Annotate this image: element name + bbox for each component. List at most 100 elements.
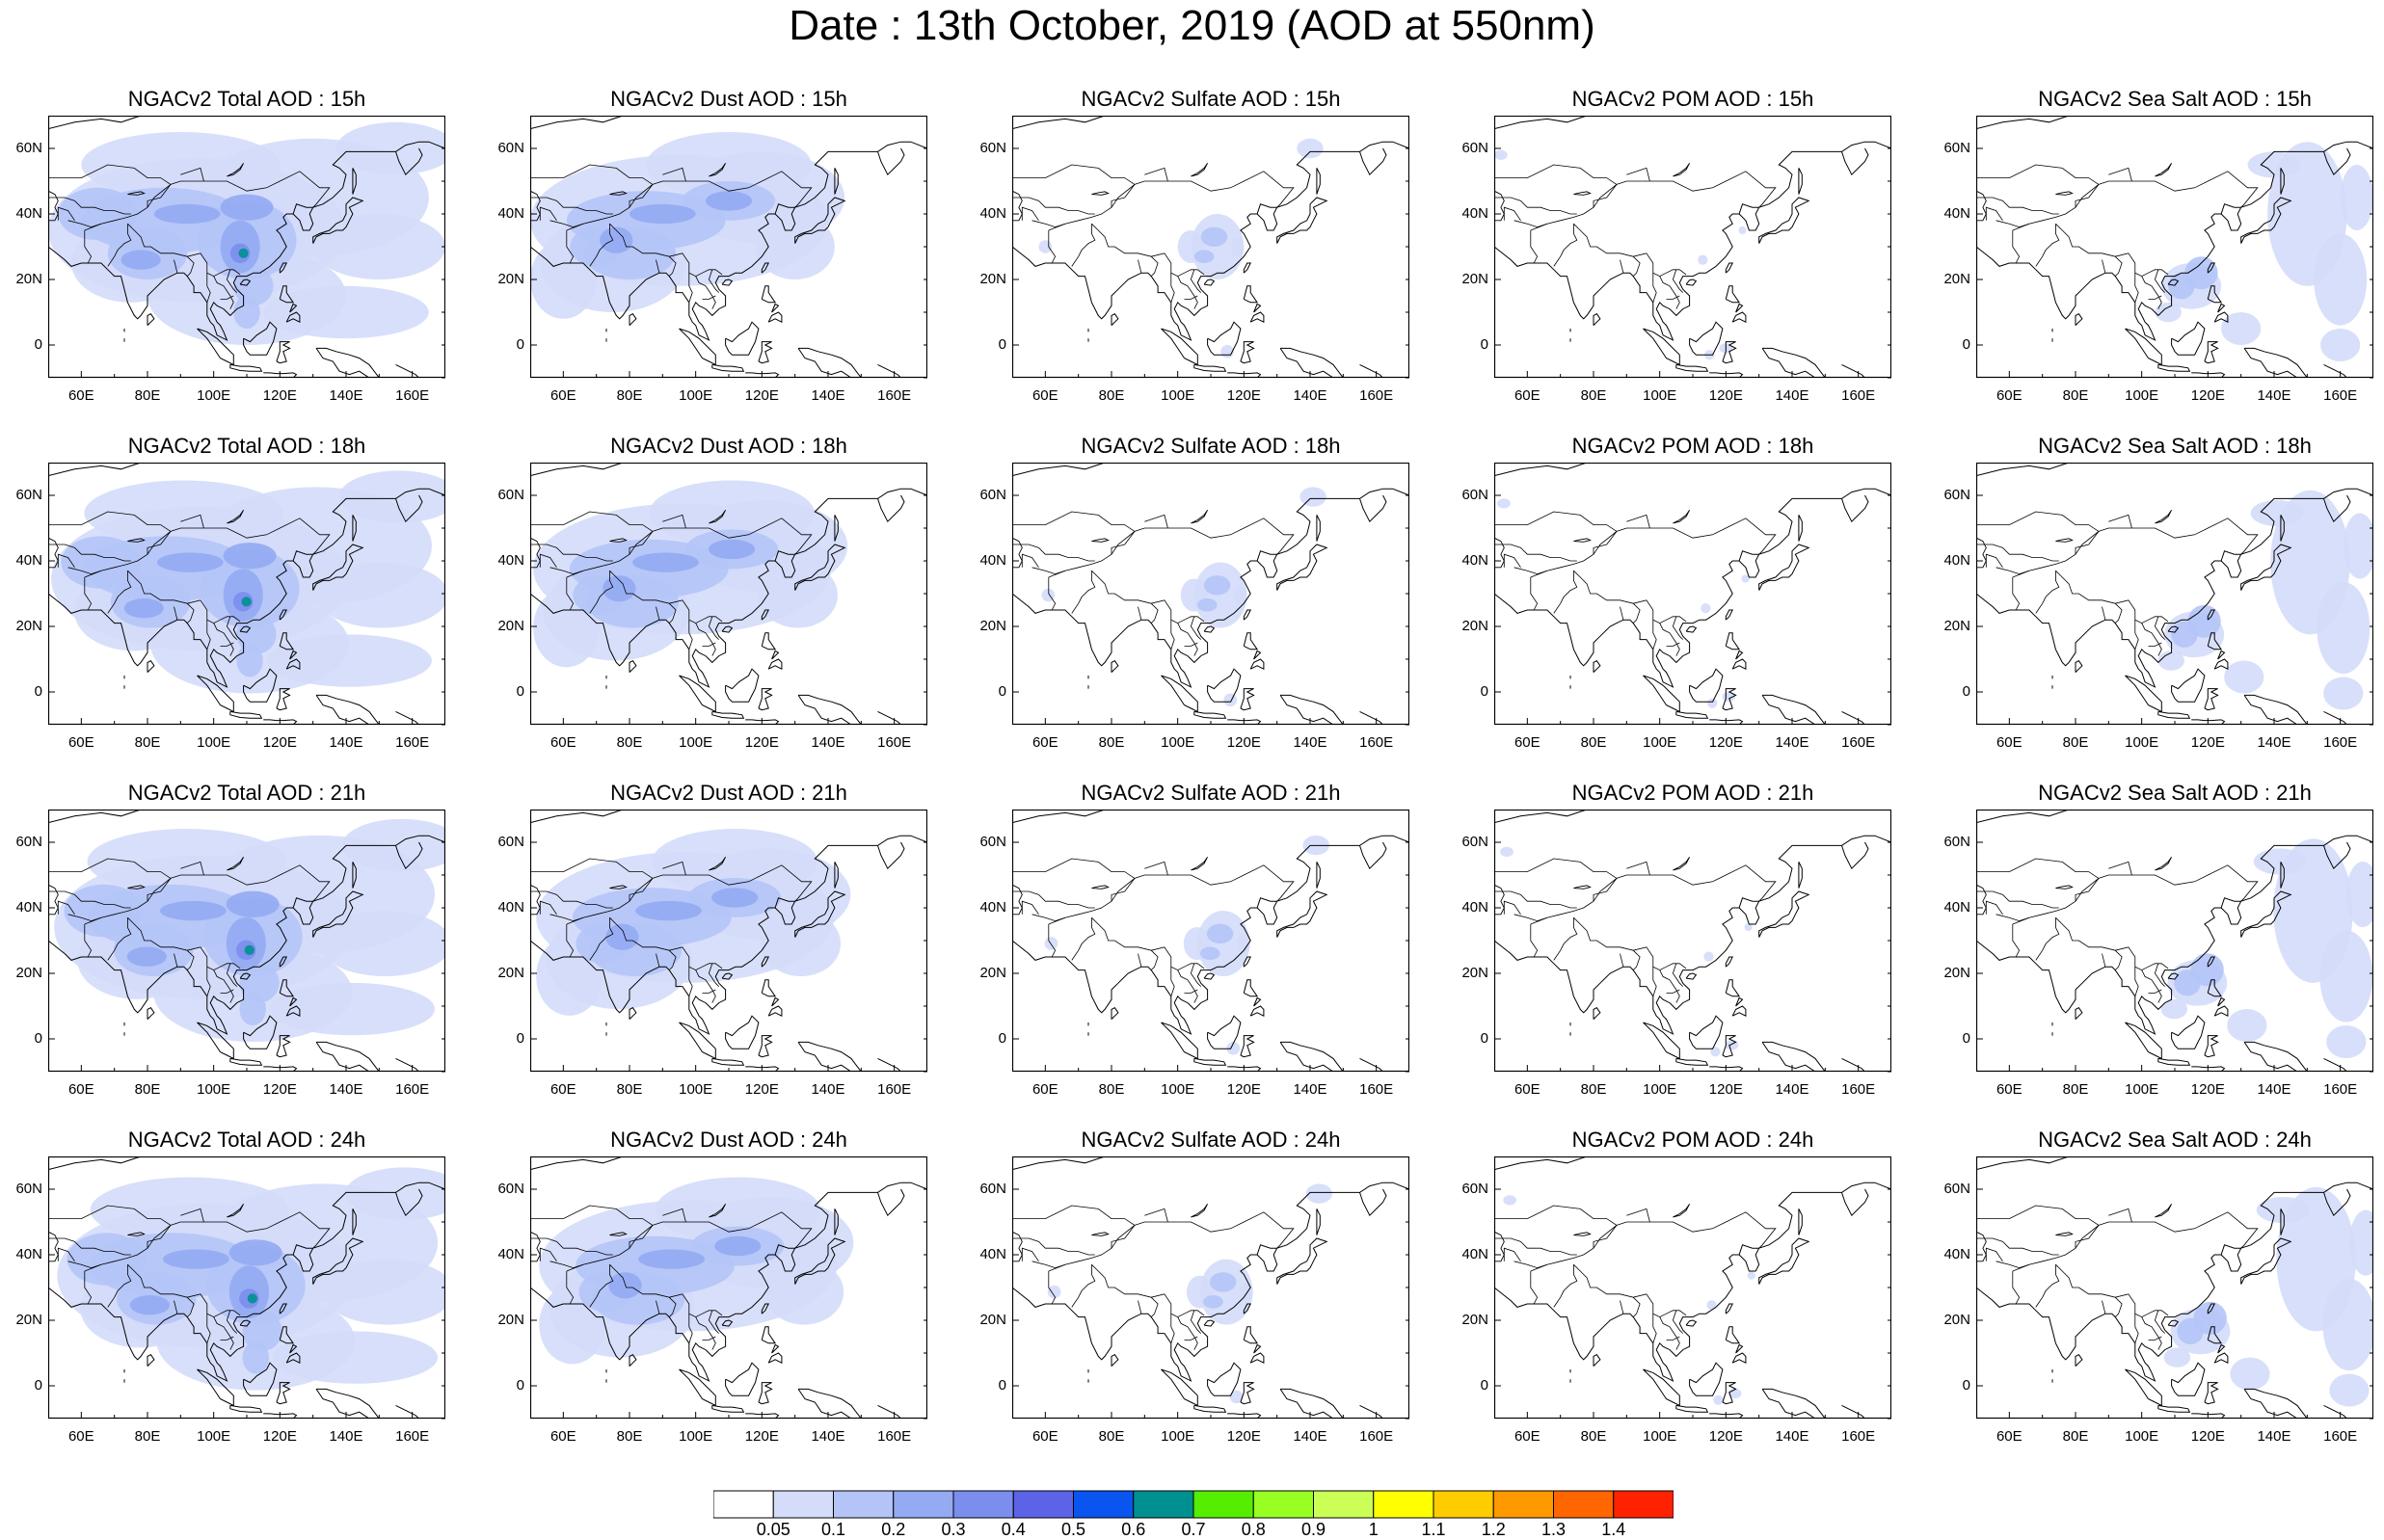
coastline — [794, 890, 846, 938]
country-border — [1031, 914, 1066, 922]
coastline — [239, 972, 252, 980]
lon-label: 80E — [1098, 734, 1125, 751]
lon-label: 120E — [262, 1081, 297, 1098]
country-border — [1632, 602, 1641, 624]
country-border — [1048, 518, 1295, 578]
map-panel: NGACv2 POM AOD : 18h 60N 40N 20N 0 60E 80E 100E… — [1446, 434, 1928, 781]
coastline — [1761, 694, 1826, 725]
aod-region — [1497, 498, 1511, 509]
lat-label: 60N — [979, 834, 1006, 850]
country-border — [688, 967, 693, 996]
country-border — [629, 184, 654, 208]
lon-label: 100E — [2125, 734, 2159, 751]
aod-region — [242, 1341, 270, 1374]
coastline — [197, 1368, 234, 1407]
aod-region — [763, 1259, 844, 1325]
map-panel: NGACv2 Sulfate AOD : 18h 60N 40N 20N 0 60E 80E… — [964, 434, 1446, 781]
country-border — [1620, 1300, 1624, 1314]
country-border — [1976, 544, 2059, 562]
colorbar-tick-label: 0.4 — [1001, 1520, 1026, 1539]
aod-field — [1012, 1156, 1409, 1419]
coastline — [1316, 862, 1321, 889]
aod-region — [2319, 930, 2373, 1022]
country-border — [1503, 1247, 1521, 1262]
country-border — [2148, 1336, 2162, 1341]
coastline — [1012, 1182, 1409, 1382]
lon-label: 80E — [1098, 1428, 1125, 1445]
coastline — [2323, 841, 2351, 870]
lon-label: 120E — [1708, 734, 1743, 751]
country-border — [226, 963, 237, 987]
country-border — [2012, 864, 2259, 925]
country-border — [539, 900, 557, 916]
lon-label: 60E — [549, 1081, 576, 1098]
lake-outline — [1976, 1231, 1987, 1262]
coastline — [2217, 303, 2226, 313]
map-plot — [48, 463, 445, 726]
country-border — [1170, 620, 1175, 650]
country-border — [1150, 602, 1159, 624]
country-border — [1553, 224, 1578, 267]
country-border — [549, 1261, 584, 1269]
country-border — [1996, 220, 2030, 228]
country-border — [1150, 255, 1159, 277]
country-border — [220, 642, 234, 647]
aod-field — [1494, 810, 1891, 1072]
country-border — [539, 553, 557, 569]
country-border — [1976, 890, 2059, 909]
country-border — [2012, 171, 2259, 231]
aod-region — [1196, 911, 1250, 977]
map-panel: NGACv2 Sulfate AOD : 15h 60N 40N 20N 0 60E 80E… — [964, 87, 1446, 434]
coastline — [2217, 996, 2226, 1007]
lat-label: 40N — [1461, 899, 1488, 916]
lat-label: 20N — [1943, 271, 1970, 287]
colorbar-swatch — [1192, 1490, 1254, 1519]
lon-label: 140E — [811, 1428, 845, 1445]
country-border — [539, 1247, 557, 1262]
country-border — [530, 164, 654, 185]
aod-region — [1297, 138, 1324, 159]
lon-label: 100E — [679, 387, 713, 404]
coastline — [1279, 1388, 1344, 1419]
lon-label: 100E — [2125, 387, 2159, 404]
coastline — [1279, 347, 1344, 378]
country-border — [1659, 623, 1680, 656]
coastline — [1735, 303, 1744, 313]
country-border — [186, 949, 195, 970]
coastline — [877, 710, 901, 725]
lake-outline — [1191, 1204, 1209, 1218]
lat-label: 0 — [1962, 1377, 1970, 1394]
coastline — [1256, 550, 1277, 562]
coastline — [1203, 625, 1216, 633]
lake-outline — [1673, 1204, 1691, 1218]
lat-label: 40N — [1943, 205, 1970, 222]
aod-region — [1698, 254, 1708, 265]
aod-region — [1196, 597, 1218, 612]
lake-outline — [227, 510, 245, 524]
coastline — [1735, 996, 1744, 1007]
country-border — [2055, 1263, 2169, 1318]
lake-outline — [1673, 163, 1691, 177]
coastline — [877, 1188, 905, 1217]
country-border — [1012, 511, 1136, 532]
coastline — [1725, 956, 1734, 968]
lon-label: 160E — [1359, 734, 1394, 751]
lake-outline — [1573, 191, 1592, 196]
coastline — [774, 897, 795, 909]
coastline — [679, 328, 716, 366]
country-border — [2075, 184, 2100, 208]
lake-outline — [609, 885, 628, 889]
colorbar-swatch — [772, 1490, 834, 1519]
coastline — [2323, 1188, 2351, 1217]
figure-title: Date : 13th October, 2019 (AOD at 550nm) — [789, 2, 1595, 49]
lake-outline — [1976, 537, 1987, 569]
lon-label: 160E — [877, 734, 912, 751]
country-border — [708, 963, 719, 987]
lon-label: 80E — [2062, 1428, 2089, 1445]
coastline — [1240, 1035, 1255, 1058]
country-border — [48, 164, 172, 185]
country-border — [566, 864, 813, 925]
lake-outline — [2155, 163, 2173, 177]
lat-label: 40N — [979, 552, 1006, 569]
aod-region — [236, 644, 263, 677]
